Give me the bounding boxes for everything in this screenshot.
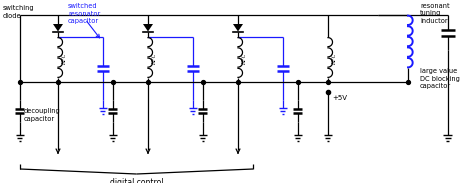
Text: RFC: RFC — [243, 54, 247, 65]
Polygon shape — [233, 24, 243, 31]
Text: switching
diode: switching diode — [3, 5, 35, 18]
Text: RFC: RFC — [153, 54, 157, 65]
Text: switched
resonator
capacitor: switched resonator capacitor — [68, 3, 100, 24]
Text: +5V: +5V — [332, 95, 347, 101]
Text: digital control: digital control — [110, 178, 163, 183]
Polygon shape — [143, 24, 153, 31]
Text: decoupling
capacitor: decoupling capacitor — [24, 108, 61, 122]
Text: RFC: RFC — [332, 54, 337, 65]
Polygon shape — [53, 24, 63, 31]
Text: large value
DC blocking
capacitor: large value DC blocking capacitor — [420, 68, 460, 89]
Text: resonant
tuning
inductor: resonant tuning inductor — [420, 3, 450, 24]
Text: RFC: RFC — [63, 54, 67, 65]
